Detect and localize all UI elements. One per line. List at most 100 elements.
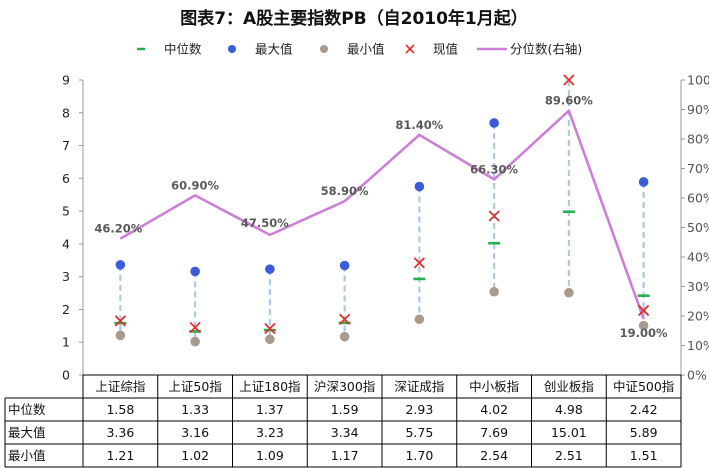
table-cell: 2.51 bbox=[555, 448, 583, 463]
min-marker bbox=[339, 331, 350, 342]
x-tick-label: 沪深300指 bbox=[314, 379, 375, 394]
legend-marker bbox=[405, 44, 415, 54]
table-cell: 15.01 bbox=[551, 425, 587, 440]
y-tick-label: 7 bbox=[62, 138, 70, 153]
table-cell: 3.34 bbox=[331, 425, 359, 440]
current-marker bbox=[114, 315, 127, 327]
table-cell: 3.23 bbox=[256, 425, 284, 440]
percentile-data-label: 58.90% bbox=[321, 184, 369, 198]
table-cell: 4.98 bbox=[555, 402, 583, 417]
chart-title: 图表7：A股主要指数PB（自2010年1月起） bbox=[180, 8, 528, 29]
table-cell: 1.58 bbox=[106, 402, 134, 417]
x-tick-label: 中小板指 bbox=[469, 379, 519, 394]
current-marker bbox=[338, 313, 351, 325]
percentile-data-label: 47.50% bbox=[241, 216, 289, 230]
table-cell: 1.59 bbox=[331, 402, 359, 417]
table-cell: 3.16 bbox=[181, 425, 209, 440]
x-tick-label: 上证180指 bbox=[239, 379, 300, 394]
y-tick-label: 5 bbox=[62, 204, 70, 219]
legend-item: 现值 bbox=[405, 42, 458, 57]
table-cell: 1.51 bbox=[630, 448, 658, 463]
table-cell: 1.33 bbox=[181, 402, 209, 417]
legend-item: 最大值 bbox=[228, 42, 293, 57]
min-marker bbox=[265, 334, 275, 345]
x-tick-label: 中证500指 bbox=[613, 379, 674, 394]
legend-marker bbox=[320, 45, 328, 53]
current-marker bbox=[563, 74, 575, 86]
table-cell: 5.75 bbox=[405, 425, 433, 440]
table-cell: 2.42 bbox=[630, 402, 658, 417]
current-marker bbox=[488, 210, 500, 222]
y2-tick-label: 70% bbox=[687, 161, 709, 176]
max-marker bbox=[638, 177, 649, 187]
table-cell: 1.70 bbox=[405, 448, 433, 463]
y2-tick-label: 30% bbox=[687, 279, 709, 294]
y-tick-label: 2 bbox=[62, 302, 70, 317]
percentile-data-label: 60.90% bbox=[171, 178, 219, 192]
table-cell: 1.09 bbox=[256, 448, 284, 463]
y-tick-label: 4 bbox=[62, 236, 70, 251]
y-tick-label: 6 bbox=[62, 171, 70, 186]
y2-tick-label: 20% bbox=[687, 309, 709, 324]
x-tick-label: 创业板指 bbox=[544, 379, 594, 394]
table-row-label: 中位数 bbox=[8, 402, 46, 417]
y-tick-label: 9 bbox=[62, 73, 70, 88]
y2-tick-label: 40% bbox=[687, 250, 709, 265]
y-tick-label: 8 bbox=[62, 105, 70, 120]
max-marker bbox=[414, 181, 425, 192]
legend-marker bbox=[228, 45, 236, 53]
max-marker bbox=[190, 266, 200, 277]
percentile-line bbox=[119, 109, 645, 320]
legend-item: 中位数 bbox=[137, 42, 202, 57]
percentile-data-label: 19.00% bbox=[620, 326, 668, 340]
current-marker bbox=[413, 257, 426, 269]
y2-tick-label: 50% bbox=[687, 220, 709, 235]
y2-tick-label: 0% bbox=[687, 368, 707, 383]
y2-tick-label: 60% bbox=[687, 191, 709, 206]
legend-item: 分位数(右轴) bbox=[477, 42, 582, 57]
min-marker bbox=[564, 287, 574, 298]
min-marker bbox=[414, 314, 425, 325]
max-marker bbox=[115, 260, 126, 270]
table-cell: 1.17 bbox=[331, 448, 359, 463]
table-cell: 1.21 bbox=[106, 448, 134, 463]
legend-label: 最小值 bbox=[347, 42, 385, 57]
x-tick-label: 上证50指 bbox=[168, 379, 221, 394]
table-cell: 2.54 bbox=[480, 448, 508, 463]
y-tick-label: 3 bbox=[62, 269, 70, 284]
current-marker bbox=[637, 304, 650, 317]
max-marker bbox=[265, 264, 275, 274]
y2-tick-label: 100% bbox=[687, 73, 709, 88]
table-cell: 3.36 bbox=[106, 425, 134, 440]
min-marker bbox=[638, 320, 649, 331]
percentile-data-label: 46.20% bbox=[94, 222, 142, 236]
min-marker bbox=[489, 286, 499, 297]
min-marker bbox=[115, 330, 126, 341]
max-marker bbox=[339, 260, 350, 271]
percentile-data-label: 89.60% bbox=[545, 94, 593, 108]
y2-tick-label: 80% bbox=[687, 132, 709, 147]
current-marker bbox=[264, 322, 276, 335]
legend-label: 中位数 bbox=[164, 42, 202, 57]
table-cell: 5.89 bbox=[630, 425, 658, 440]
current-marker bbox=[189, 321, 201, 334]
table-row-label: 最小值 bbox=[8, 448, 46, 463]
percentile-data-label: 66.30% bbox=[470, 162, 518, 176]
legend-label: 最大值 bbox=[255, 42, 293, 57]
max-marker bbox=[489, 118, 499, 128]
table-cell: 7.69 bbox=[480, 425, 508, 440]
table-cell: 4.02 bbox=[480, 402, 508, 417]
y2-tick-label: 10% bbox=[687, 338, 709, 353]
x-tick-label: 深证成指 bbox=[394, 379, 444, 394]
min-marker bbox=[190, 336, 200, 347]
legend-label: 现值 bbox=[433, 42, 458, 57]
y-tick-label: 0 bbox=[62, 368, 70, 383]
y2-tick-label: 90% bbox=[687, 102, 709, 117]
y-tick-label: 1 bbox=[62, 335, 70, 350]
table-cell: 2.93 bbox=[405, 402, 433, 417]
percentile-data-label: 81.40% bbox=[395, 118, 443, 132]
table-cell: 1.37 bbox=[256, 402, 284, 417]
table-row-label: 最大值 bbox=[8, 425, 46, 440]
